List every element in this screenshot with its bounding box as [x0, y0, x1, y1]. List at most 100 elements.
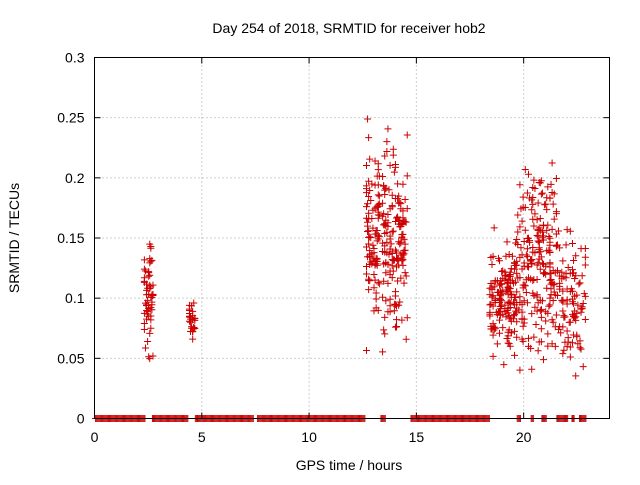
data-point [546, 194, 554, 202]
data-point [506, 268, 514, 276]
data-point [560, 313, 568, 321]
data-point [566, 288, 574, 296]
data-point [521, 226, 529, 234]
data-point [384, 260, 392, 268]
data-point [381, 152, 389, 160]
data-point [395, 301, 403, 309]
data-point [384, 125, 392, 133]
data-point [143, 315, 151, 323]
data-point [497, 311, 505, 319]
data-point [522, 276, 530, 284]
data-point [563, 343, 571, 351]
data-point [573, 333, 581, 341]
data-point [545, 302, 553, 310]
data-point [533, 293, 541, 301]
data-point [384, 279, 392, 287]
data-point [528, 259, 536, 267]
data-point [379, 212, 387, 220]
data-point [581, 244, 589, 252]
data-point [572, 272, 580, 280]
data-point [402, 272, 410, 280]
data-point [550, 288, 558, 296]
x-tick-label: 15 [409, 429, 425, 445]
data-point [548, 159, 556, 167]
data-point [540, 221, 548, 229]
data-point [563, 226, 571, 234]
data-point [521, 165, 529, 173]
data-point [535, 244, 543, 252]
data-point [513, 333, 521, 341]
data-point [544, 183, 552, 191]
data-point [502, 252, 510, 260]
data-point [147, 316, 155, 324]
data-point [556, 323, 564, 331]
data-point [403, 205, 411, 213]
data-point [493, 311, 501, 319]
data-point [522, 251, 530, 259]
data-point [141, 344, 149, 352]
data-point [371, 261, 379, 269]
data-point [149, 291, 157, 299]
data-point [391, 218, 399, 226]
data-point [548, 225, 556, 233]
data-point [498, 289, 506, 297]
data-point [362, 346, 370, 354]
data-point [365, 177, 373, 185]
data-point [140, 256, 148, 264]
data-point [540, 356, 548, 364]
data-point [530, 333, 538, 341]
data-point [559, 350, 567, 358]
data-point [140, 265, 148, 273]
data-point [487, 253, 495, 261]
data-point [144, 337, 152, 345]
data-point [576, 279, 584, 287]
data-point [374, 211, 382, 219]
data-point [550, 215, 558, 223]
data-point [379, 173, 387, 181]
data-point [514, 228, 522, 236]
data-point [522, 288, 530, 296]
data-point [519, 284, 527, 292]
data-point [566, 353, 574, 361]
data-point [537, 325, 545, 333]
data-point [562, 241, 570, 249]
data-point [519, 337, 527, 345]
data-point [187, 318, 195, 326]
data-point [511, 327, 519, 335]
data-point [524, 263, 532, 271]
y-tick-label: 0.3 [65, 50, 85, 66]
data-point [513, 236, 521, 244]
data-point [568, 266, 576, 274]
data-point [533, 276, 541, 284]
data-point [362, 270, 370, 278]
data-point [499, 324, 507, 332]
data-point [144, 308, 152, 316]
data-point [536, 248, 544, 256]
data-point [546, 263, 554, 271]
data-point [558, 296, 566, 304]
data-point [537, 306, 545, 314]
data-point [538, 297, 546, 305]
data-point [488, 260, 496, 268]
data-point [549, 200, 557, 208]
data-point [365, 240, 373, 248]
data-point [185, 305, 193, 313]
data-point [496, 316, 504, 324]
data-point [529, 200, 537, 208]
data-point [536, 179, 544, 187]
data-point [538, 259, 546, 267]
data-point [145, 290, 153, 298]
data-point [362, 203, 370, 211]
data-point [520, 238, 528, 246]
data-point [570, 312, 578, 320]
data-point [497, 280, 505, 288]
data-point [395, 199, 403, 207]
data-point [145, 353, 153, 361]
data-point [514, 211, 522, 219]
data-point [373, 227, 381, 235]
data-point [559, 287, 567, 295]
data-point [369, 241, 377, 249]
data-point [560, 346, 568, 354]
data-point [516, 181, 524, 189]
data-point [546, 238, 554, 246]
